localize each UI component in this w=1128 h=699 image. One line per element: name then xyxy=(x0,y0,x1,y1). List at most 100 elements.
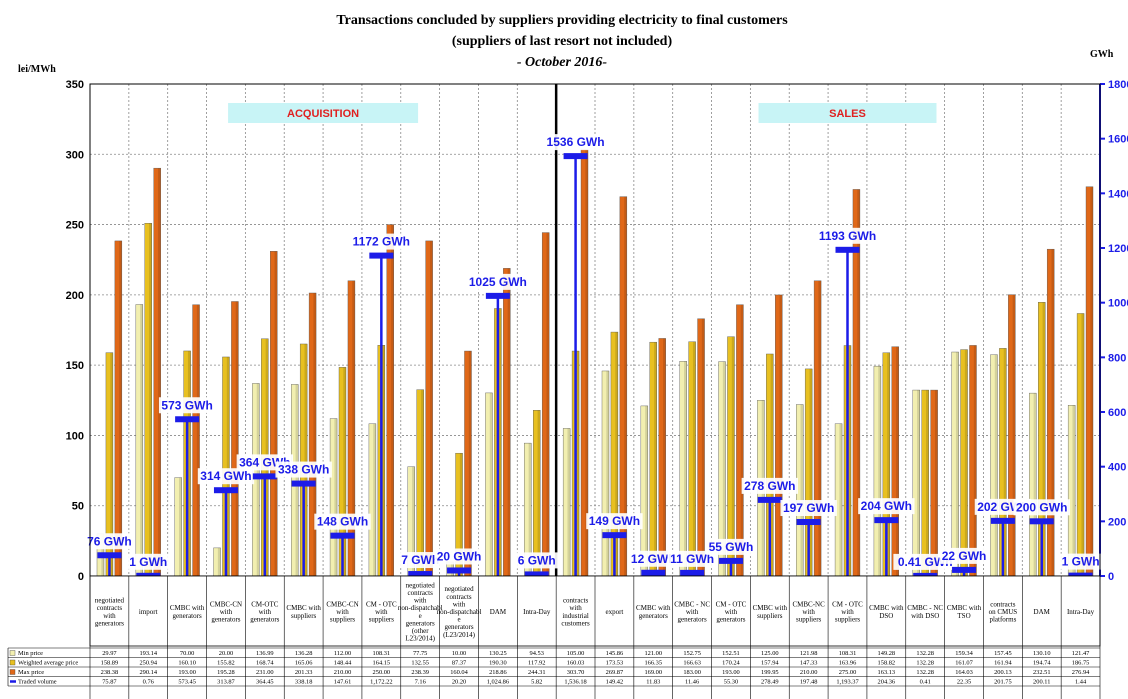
price-bar-shade xyxy=(654,342,657,576)
category-label: CM-OTC with generators xyxy=(250,600,279,623)
right-axis-tick-label: 1000 xyxy=(1108,298,1128,310)
price-bar-shade xyxy=(567,428,571,576)
table-cell: 157.45 xyxy=(994,650,1012,657)
volume-label-bg xyxy=(84,533,135,550)
category-label-line: Intra-Day xyxy=(523,608,551,616)
group-banner xyxy=(228,103,419,123)
category-label: CMBC-NC with suppliers xyxy=(793,600,826,623)
category-label-line: non-dispatchabl xyxy=(437,608,482,616)
price-bar-shade xyxy=(352,280,355,576)
table-cell: 75.87 xyxy=(102,679,117,686)
price-bar-shade xyxy=(1012,294,1016,576)
table-cell: 147.33 xyxy=(800,660,818,667)
volume-marker xyxy=(252,473,277,480)
table-cell: 70.00 xyxy=(180,650,194,657)
category-label-line: negotiated xyxy=(444,585,474,593)
price-bar-shade xyxy=(964,349,968,576)
table-cell: 204.36 xyxy=(878,679,896,686)
category-label-line: CMBC - NC xyxy=(907,604,943,612)
price-bar-shade xyxy=(731,336,735,576)
category-label: DAM xyxy=(1034,608,1051,616)
table-cell: 158.82 xyxy=(878,660,896,667)
category-label-line: with xyxy=(103,612,116,620)
category-label-line: CMBC with xyxy=(947,604,982,612)
category-label: CMBC with generators xyxy=(636,604,671,620)
right-axis-tick-label: 1400 xyxy=(1108,188,1128,200)
volume-label: 22 GWh xyxy=(942,549,987,563)
table-cell: 152.51 xyxy=(722,650,740,657)
category-label-line: contracts xyxy=(990,600,1016,608)
table-cell: 290.14 xyxy=(139,669,157,676)
category-label-line: DAM xyxy=(490,608,507,616)
table-cell: 0.76 xyxy=(143,679,154,686)
category-label-line: import xyxy=(139,608,158,616)
category-label-line: generators xyxy=(406,619,435,627)
left-axis-tick-label: 350 xyxy=(66,79,84,91)
chart-period: - October 2016- xyxy=(517,55,608,70)
legend-swatch xyxy=(9,659,16,666)
table-row-name: Weighted average price xyxy=(18,660,78,667)
table-cell: 1,024.86 xyxy=(487,679,509,686)
price-bar-shade xyxy=(537,410,541,576)
category-label-line: platforms xyxy=(989,616,1016,624)
volume-label-bg xyxy=(1059,553,1102,570)
table-cell: 173.53 xyxy=(606,660,624,667)
table-cell: 121.47 xyxy=(1072,650,1090,657)
category-label: CMBC with DSO xyxy=(869,604,904,620)
table-cell: 193.00 xyxy=(178,669,196,676)
category-label-line: with xyxy=(802,608,815,616)
price-bar-shade xyxy=(391,224,394,577)
category-label-line: with xyxy=(414,597,427,605)
category-label-line: industrial xyxy=(562,612,588,620)
table-cell: 108.31 xyxy=(373,650,391,657)
volume-marker xyxy=(718,557,743,564)
group-banner-label: ACQUISITION xyxy=(287,108,359,120)
volume-marker xyxy=(408,571,433,578)
category-label-line: CMBC with xyxy=(170,604,205,612)
table-cell: 155.82 xyxy=(217,660,235,667)
volume-marker xyxy=(796,519,821,526)
table-cell: 201.75 xyxy=(994,679,1012,686)
category-label: CMBC-CN with suppliers xyxy=(326,600,358,623)
category-label: CMBC with suppliers xyxy=(753,604,788,620)
table-cell: 210.00 xyxy=(334,669,352,676)
price-bar-shade xyxy=(615,332,618,576)
price-bar-shade xyxy=(1003,348,1007,576)
table-cell: 1,536.18 xyxy=(564,679,586,686)
category-label-line: non-dispatchabl xyxy=(398,604,443,612)
table-cell: 22.35 xyxy=(957,679,971,686)
volume-marker xyxy=(97,552,122,559)
table-cell: 1,172.22 xyxy=(370,679,392,686)
category-label: Intra-Day xyxy=(523,608,551,616)
table-cell: 166.35 xyxy=(644,660,662,667)
price-bar-shade xyxy=(624,196,627,576)
volume-marker xyxy=(1029,518,1054,525)
right-axis-tick-label: 1200 xyxy=(1108,243,1128,255)
category-label-line: negotiated xyxy=(95,597,125,605)
volume-label-bg xyxy=(275,461,332,478)
category-label-line: with xyxy=(569,604,582,612)
volume-label-bg xyxy=(780,500,837,517)
right-axis-tick-label: 1800 xyxy=(1108,79,1128,91)
category-label-line: CMBC with xyxy=(869,604,904,612)
table-cell: 244.31 xyxy=(528,669,546,676)
group-banner xyxy=(758,103,937,123)
right-axis-tick-label: 600 xyxy=(1108,407,1126,419)
category-label: CMBC with suppliers xyxy=(286,604,321,620)
table-cell: 1,193.37 xyxy=(836,679,859,686)
category-label-line: with xyxy=(453,600,466,608)
price-bar-shade xyxy=(684,361,687,576)
volume-label: 200 GWh xyxy=(1016,500,1067,514)
table-cell: 232.51 xyxy=(1033,669,1051,676)
price-bar-shade xyxy=(955,352,959,576)
price-bar-shade xyxy=(226,356,230,576)
category-label-line: contracts xyxy=(408,589,434,597)
category-label-line: DSO xyxy=(879,612,893,620)
category-label-line: contracts xyxy=(446,593,472,601)
table-cell: 132.28 xyxy=(916,660,934,667)
volume-label: 1172 GWh xyxy=(353,235,410,249)
category-label-line: generators xyxy=(716,616,745,624)
category-label: contracts with industrial customers xyxy=(561,597,590,628)
category-label-line: generators xyxy=(250,616,279,624)
